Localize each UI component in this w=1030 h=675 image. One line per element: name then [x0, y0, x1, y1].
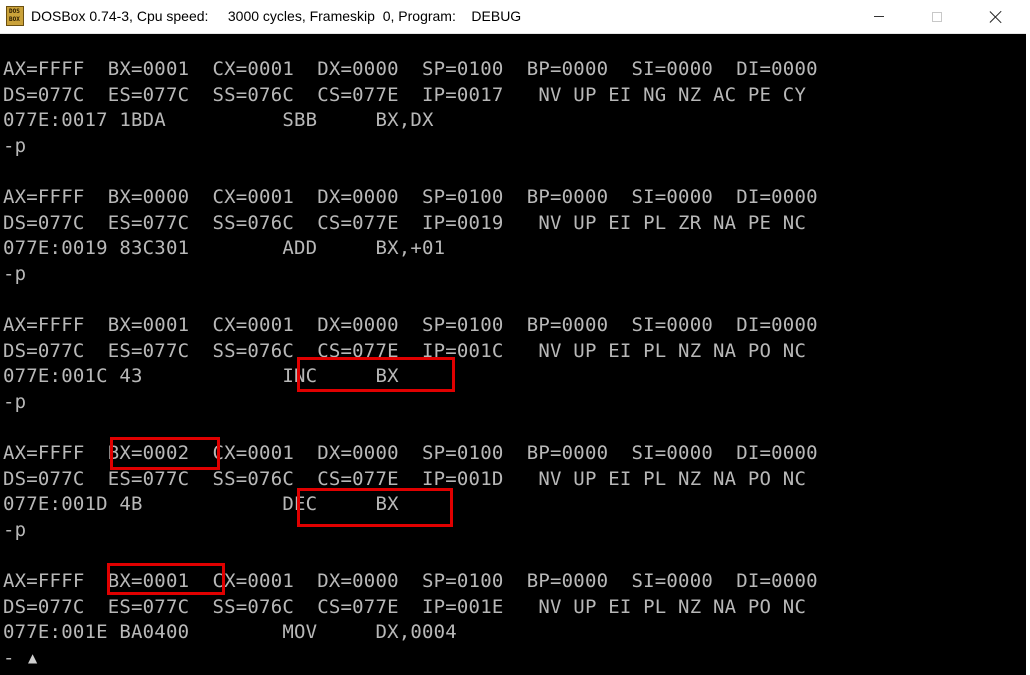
maximize-button[interactable]	[914, 0, 960, 33]
window-title: DOSBox 0.74-3, Cpu speed: 3000 cycles, F…	[31, 8, 522, 24]
console-line: -p	[3, 262, 27, 285]
console-line: DS=077C ES=077C SS=076C CS=077E IP=001E …	[3, 595, 807, 618]
console-line: -p	[3, 390, 27, 413]
maximize-icon	[932, 11, 942, 22]
minimize-button[interactable]	[856, 0, 902, 33]
console-line: 077E:001C 43 INC BX	[3, 365, 399, 388]
console-line: AX=FFFF BX=0001 CX=0001 DX=0000 SP=0100 …	[3, 314, 818, 336]
console-line: 077E:001E BA0400 MOV DX,0004	[3, 621, 457, 644]
text-cursor-icon: ▲	[28, 651, 38, 665]
dos-console[interactable]: AX=FFFF BX=0001 CX=0001 DX=0000 SP=0100 …	[0, 57, 1030, 675]
console-line: -p	[3, 518, 27, 541]
minimize-icon	[874, 16, 884, 17]
console-line: AX=FFFF BX=0000 CX=0001 DX=0000 SP=0100 …	[3, 186, 818, 208]
dosbox-app-icon: DOS BOX	[6, 6, 24, 26]
close-button[interactable]	[973, 0, 1019, 33]
highlight-bx-0002	[110, 437, 220, 470]
console-line: 077E:0019 83C301 ADD BX,+01	[3, 237, 446, 260]
console-line: DS=077C ES=077C SS=076C CS=077E IP=001C …	[3, 339, 807, 362]
title-bar[interactable]: DOS BOX DOSBox 0.74-3, Cpu speed: 3000 c…	[0, 0, 1030, 34]
window-edge	[1026, 33, 1030, 675]
console-line: DS=077C ES=077C SS=076C CS=077E IP=0019 …	[3, 211, 807, 234]
console-line: -p	[3, 134, 27, 157]
console-line: DS=077C ES=077C SS=076C CS=077E IP=001D …	[3, 467, 807, 490]
highlight-inc-bx	[297, 357, 455, 392]
highlight-dec-bx	[297, 488, 453, 527]
console-line: AX=FFFF BX=0001 CX=0001 DX=0000 SP=0100 …	[3, 570, 818, 592]
console-line: -	[3, 646, 15, 669]
console-line: AX=FFFF BX=0001 CX=0001 DX=0000 SP=0100 …	[3, 58, 818, 80]
app-icon-text-top: DOS	[9, 8, 20, 15]
console-line: AX=FFFF BX=0002 CX=0001 DX=0000 SP=0100 …	[3, 442, 818, 464]
console-line: 077E:0017 1BDA SBB BX,DX	[3, 109, 434, 132]
console-line: DS=077C ES=077C SS=076C CS=077E IP=0017 …	[3, 83, 807, 106]
highlight-bx-0001	[107, 563, 225, 595]
close-icon	[989, 10, 1003, 24]
app-icon-text-bottom: BOX	[9, 16, 20, 23]
